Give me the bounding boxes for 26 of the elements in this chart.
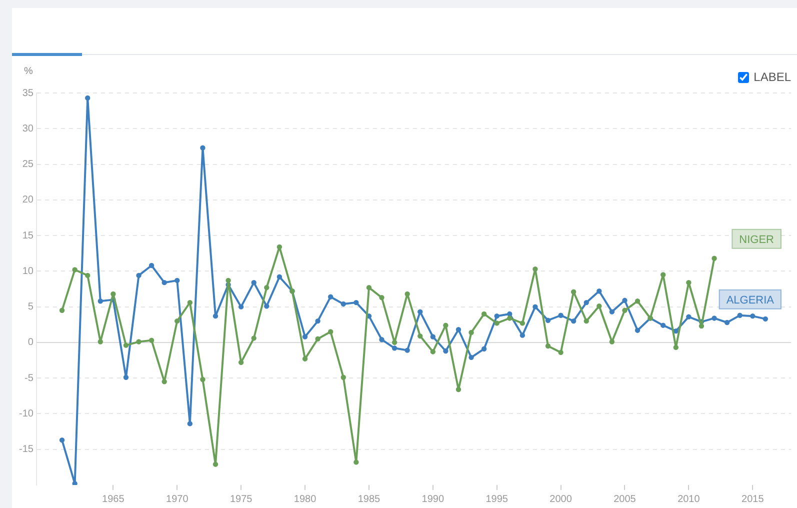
x-tick-label: 2010 (678, 494, 700, 505)
x-tick-label: 1995 (486, 494, 508, 505)
y-tick-label: -15 (19, 444, 34, 456)
text: NIGER (739, 234, 774, 246)
text: LABEL (754, 70, 791, 84)
x-tick-label: 2000 (550, 494, 572, 505)
x-tick-label: 1970 (166, 494, 189, 505)
y-axis-title: % (24, 66, 33, 77)
y-tick-label: -5 (24, 372, 34, 384)
series-label: ALGERIA (726, 294, 775, 306)
y-tick-label: 5 (28, 302, 34, 313)
y-tick-label: 35 (22, 88, 34, 99)
y-tick-label: -10 (19, 408, 34, 420)
x-tick-label: 1985 (358, 494, 381, 505)
y-tick-label: 20 (22, 194, 34, 206)
y-tick-label: 0 (28, 337, 34, 348)
y-tick-label: 15 (22, 230, 34, 242)
y-tick-label: 10 (22, 266, 34, 277)
y-tick-label: 25 (22, 159, 34, 170)
x-tick-label: 1965 (102, 494, 125, 505)
y-tick-label: 30 (22, 123, 34, 134)
x-tick-label: 2015 (742, 494, 764, 505)
x-tick-label: 1975 (230, 494, 253, 505)
x-tick-label: 2005 (614, 494, 636, 505)
x-tick-label: 1980 (294, 494, 317, 505)
x-tick-label: 1990 (422, 494, 444, 505)
